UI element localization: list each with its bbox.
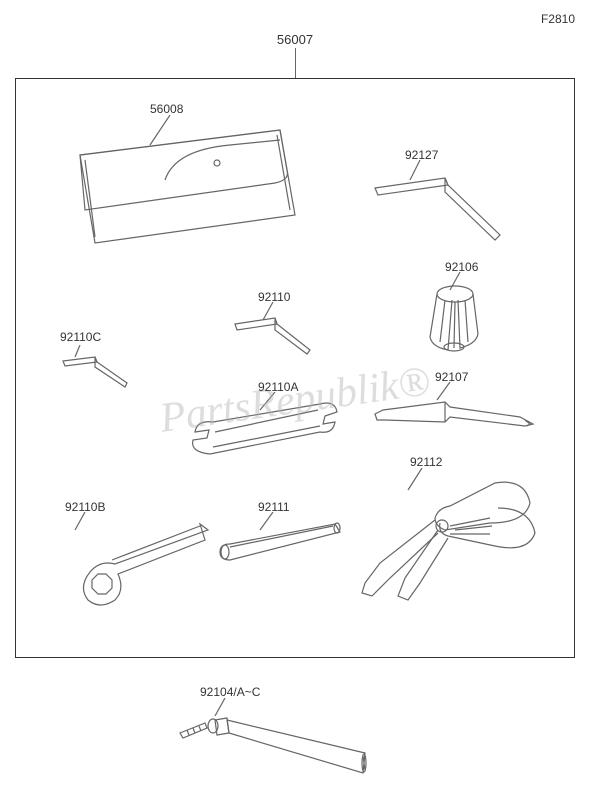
- main-reference-number: 56007: [277, 32, 313, 47]
- page-code: F2810: [541, 12, 575, 26]
- label-grip: 92106: [445, 260, 478, 274]
- label-hex-key-medium: 92110: [258, 290, 290, 304]
- label-open-wrench: 92110A: [258, 380, 298, 394]
- open-wrench-icon: [175, 392, 345, 477]
- hex-key-large-icon: [360, 160, 520, 250]
- ring-wrench-icon: [40, 512, 220, 612]
- tool-case-icon: [65, 115, 305, 255]
- label-screwdriver-bit: 92107: [435, 370, 468, 384]
- label-ring-wrench: 92110B: [65, 500, 105, 514]
- grease-tube-icon: [165, 698, 385, 798]
- label-pliers: 92112: [410, 455, 442, 469]
- hex-key-medium-icon: [225, 302, 325, 357]
- hex-key-small-icon: [55, 345, 145, 390]
- label-grease-tube: 92104/A~C: [200, 685, 260, 699]
- label-tool-case: 56008: [150, 102, 183, 116]
- diagram-container: F2810 56007 PartsRepublik® 56008 92127 9…: [10, 10, 580, 790]
- label-bar-tool: 92111: [258, 500, 290, 514]
- label-hex-key-small: 92110C: [60, 330, 101, 344]
- pliers-icon: [350, 468, 550, 613]
- label-hex-key-large: 92127: [405, 148, 438, 162]
- screwdriver-bit-icon: [365, 382, 545, 442]
- main-reference-leader: [295, 48, 296, 78]
- bar-tool-icon: [205, 512, 355, 572]
- grip-icon: [410, 272, 510, 362]
